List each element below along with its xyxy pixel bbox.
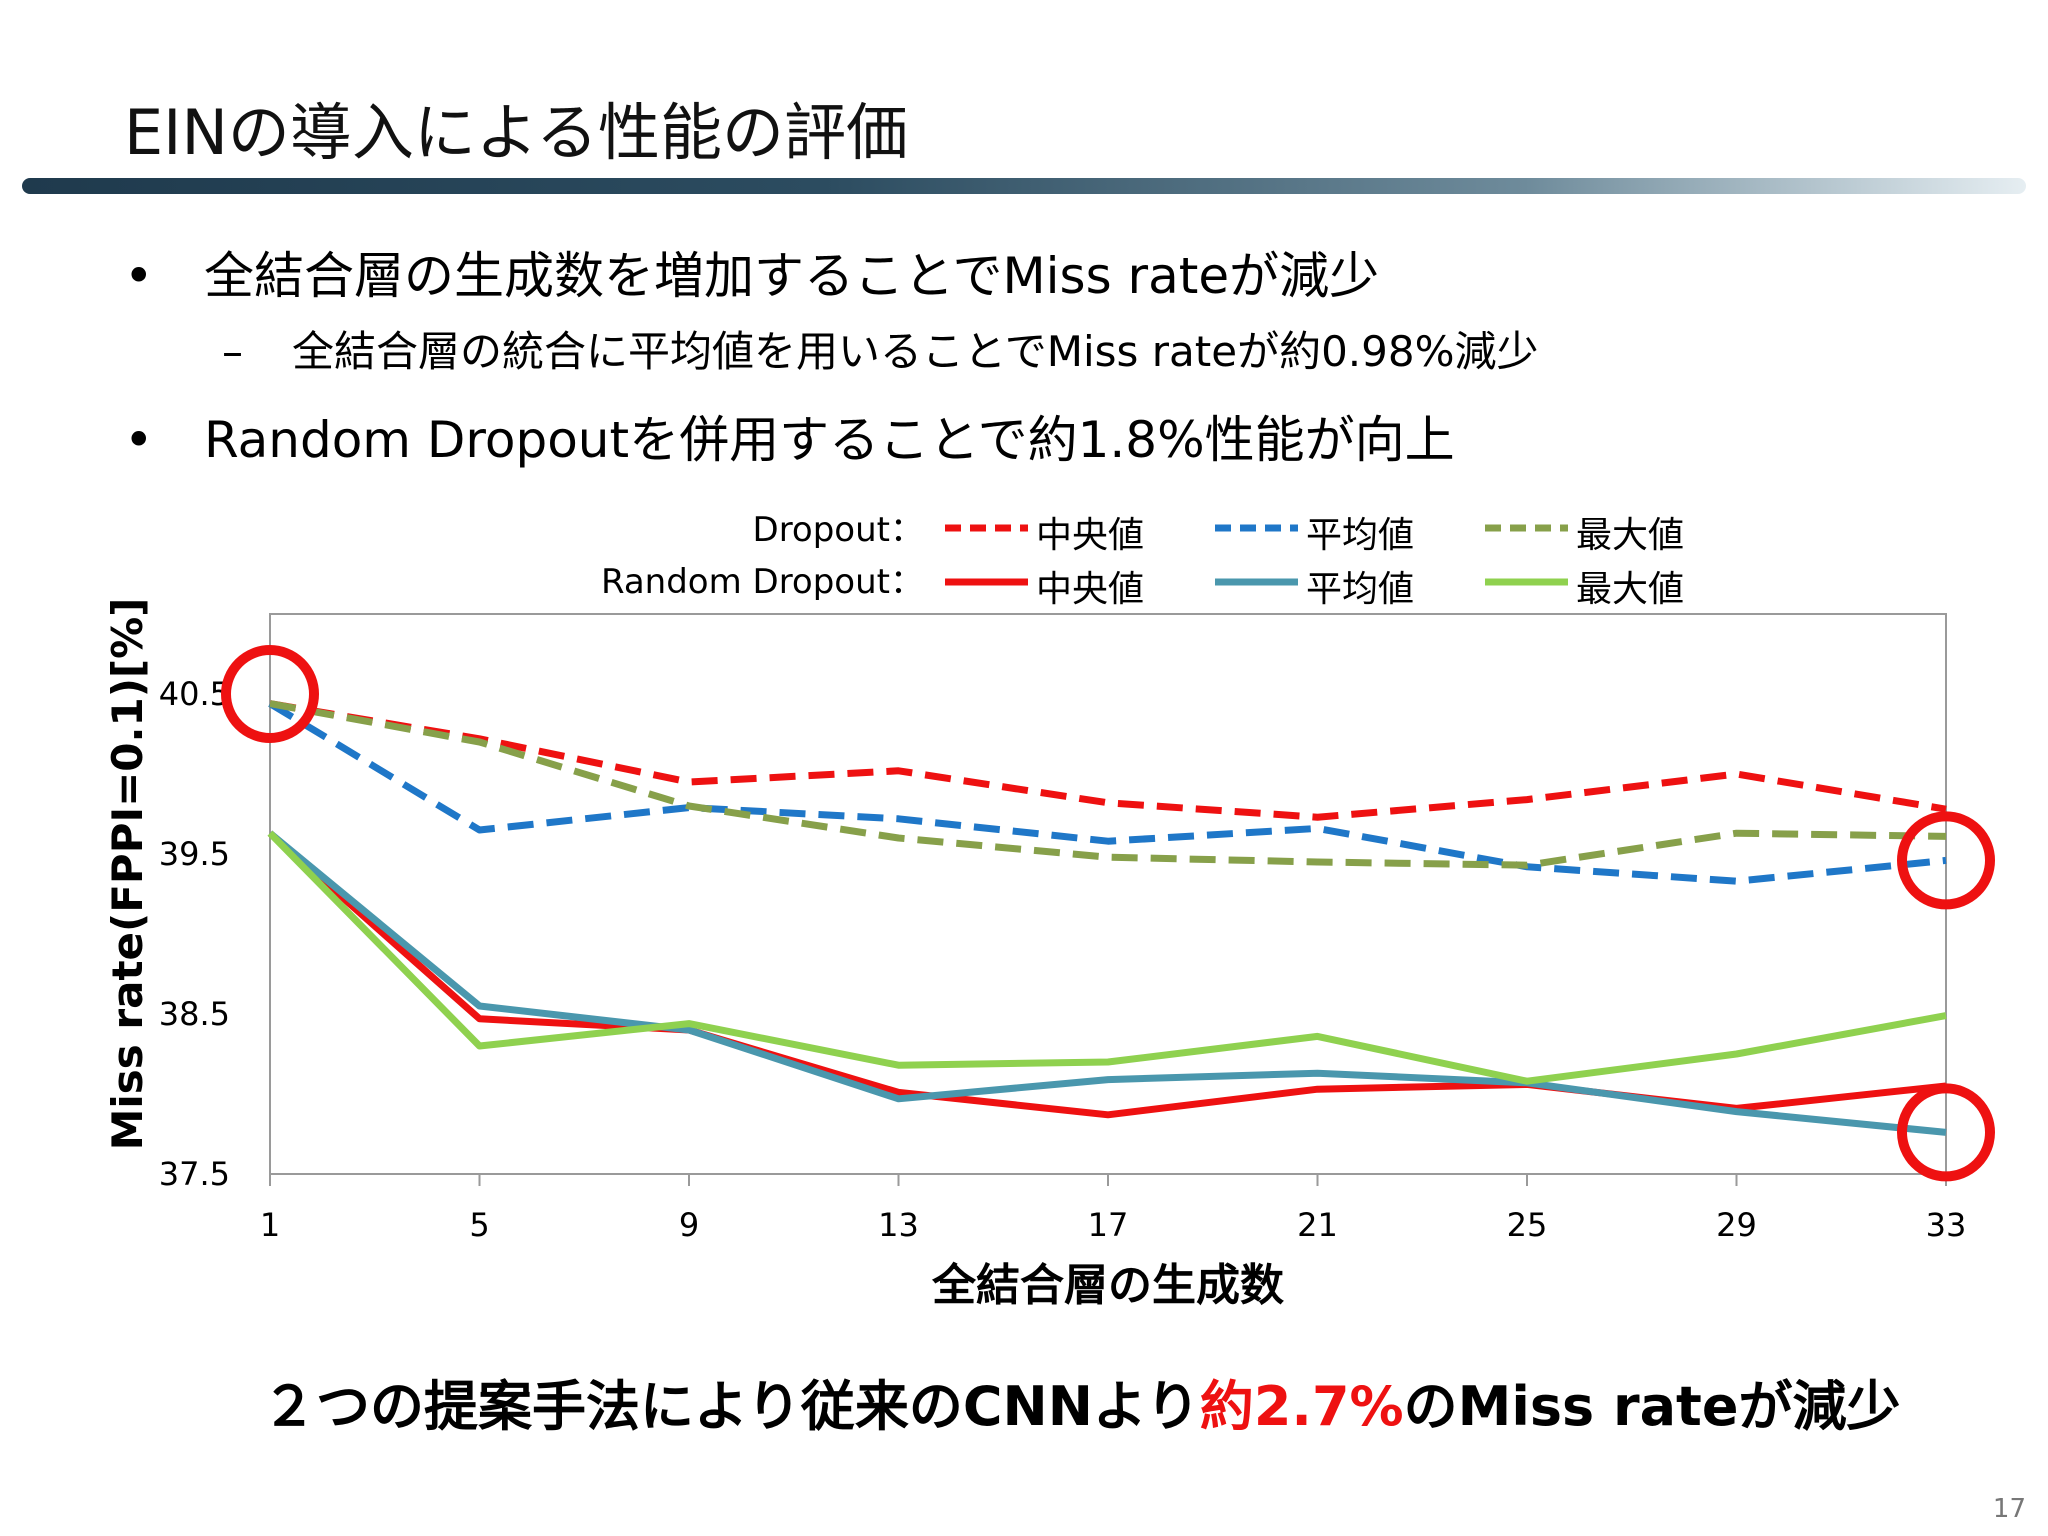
- series-line-5: [267, 830, 1947, 1085]
- x-tick-label-9: 9: [679, 1206, 699, 1244]
- conclusion-text: ２つの提案手法により従来のCNNより約2.7%のMiss rateが減少: [262, 1362, 1900, 1441]
- y-tick-label-37.5: 37.5: [159, 1155, 230, 1193]
- legend-item-dropout-mean: 平均値: [1306, 515, 1415, 556]
- slide-title: EINの導入による性能の評価: [124, 96, 908, 169]
- legend-row-label-random-dropout: Random Dropout：: [600, 562, 924, 602]
- series-line-0: [269, 700, 1947, 821]
- legend-row-label-dropout: Dropout：: [752, 510, 924, 550]
- bullet-2: • Random Dropoutを併用することで約1.8%性能が向上: [124, 400, 1455, 472]
- bullet-marker: •: [124, 411, 154, 469]
- highlight-circle-2: [1897, 1083, 1995, 1182]
- y-axis-tick-labels: 37.5 38.5 39.5 40.5: [159, 675, 230, 1193]
- page-number: 17: [1992, 1494, 2026, 1524]
- highlight-circle-1: [1897, 811, 1995, 910]
- legend-item-random-mean: 平均値: [1306, 569, 1415, 610]
- x-axis-ticks: [269, 1174, 1947, 1186]
- x-tick-label-21: 21: [1297, 1206, 1338, 1244]
- bullet-marker: •: [124, 247, 154, 305]
- bullet-2-text: Random Dropoutを併用することで約1.8%性能が向上: [204, 411, 1455, 469]
- highlight-circles: [221, 645, 1995, 1182]
- conclusion-after: のMiss rateが減少: [1403, 1375, 1901, 1438]
- legend-item-random-max: 最大値: [1576, 569, 1685, 610]
- bullet-1: • 全結合層の生成数を増加することでMiss rateが減少: [124, 236, 1379, 308]
- title-underline-bar: [22, 178, 2026, 194]
- legend-item-dropout-median: 中央値: [1036, 515, 1145, 556]
- y-tick-label-39.5: 39.5: [159, 835, 230, 873]
- legend-item-dropout-max: 最大値: [1576, 515, 1685, 556]
- highlight-circle-0: [221, 645, 319, 743]
- conclusion-highlight: 約2.7%: [1199, 1375, 1404, 1438]
- x-axis-tick-labels: 1 5 9 13 17 21 25 29 33: [260, 1206, 1967, 1244]
- sub-bullet-1-text: 全結合層の統合に平均値を用いることでMiss rateが約0.98%減少: [292, 327, 1539, 376]
- bullet-1-text: 全結合層の生成数を増加することでMiss rateが減少: [204, 247, 1380, 305]
- x-tick-label-33: 33: [1926, 1206, 1967, 1244]
- x-tick-label-29: 29: [1716, 1206, 1757, 1244]
- x-tick-label-25: 25: [1507, 1206, 1548, 1244]
- x-tick-label-1: 1: [260, 1206, 280, 1244]
- conclusion-before: ２つの提案手法により従来のCNNより: [262, 1375, 1200, 1438]
- series-line-2: [269, 700, 1947, 869]
- series-line-1: [268, 700, 1947, 885]
- y-axis-label: Miss rate(FPPI=0.1)[%]: [103, 598, 152, 1151]
- sub-bullet-marker: –: [222, 327, 243, 376]
- legend-swatches: [945, 524, 1568, 586]
- legend-item-random-median: 中央値: [1036, 569, 1145, 610]
- x-tick-label-5: 5: [469, 1206, 489, 1244]
- x-tick-label-17: 17: [1088, 1206, 1129, 1244]
- y-tick-label-40.5: 40.5: [159, 675, 230, 713]
- sub-bullet-1: – 全結合層の統合に平均値を用いることでMiss rateが約0.98%減少: [222, 318, 1539, 379]
- series-line-4: [267, 830, 1947, 1136]
- x-axis-label: 全結合層の生成数: [931, 1260, 1284, 1311]
- series-lines: [267, 700, 1947, 1136]
- x-tick-label-13: 13: [878, 1206, 919, 1244]
- y-tick-label-38.5: 38.5: [159, 995, 230, 1033]
- plot-area-border: [269, 613, 1947, 1175]
